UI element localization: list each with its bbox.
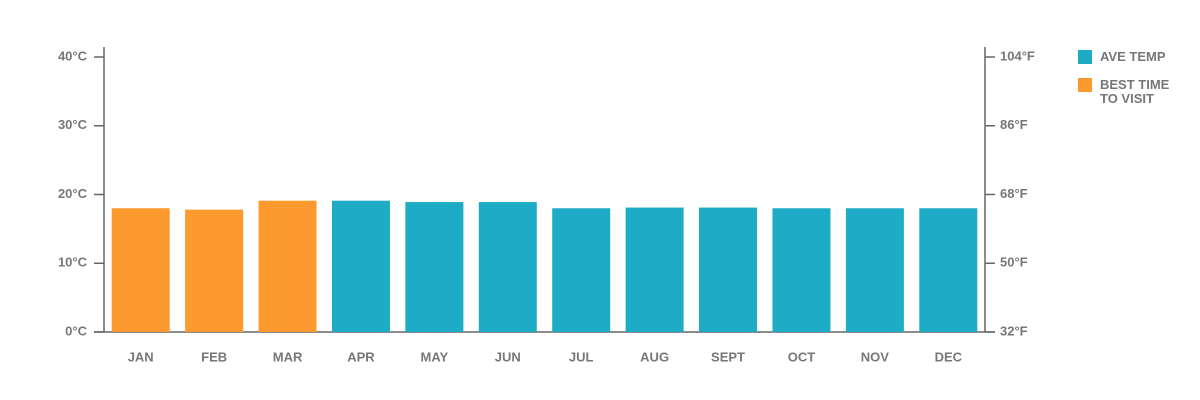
legend-item: AVE TEMP bbox=[1078, 50, 1180, 64]
legend-swatch bbox=[1078, 50, 1092, 64]
x-tick-label: MAR bbox=[273, 349, 303, 364]
x-tick-label: JUL bbox=[569, 349, 594, 364]
x-tick-label: APR bbox=[347, 349, 375, 364]
legend-item: BEST TIME TO VISIT bbox=[1078, 78, 1180, 106]
y-tick-label: 0°C bbox=[65, 323, 87, 338]
x-tick-label: MAY bbox=[421, 349, 449, 364]
x-tick-label: DEC bbox=[935, 349, 963, 364]
y-tick-label: 20°C bbox=[58, 186, 88, 201]
bar bbox=[919, 208, 978, 332]
bar bbox=[625, 207, 684, 332]
x-tick-label: SEPT bbox=[711, 349, 745, 364]
bar bbox=[111, 208, 170, 332]
bar bbox=[772, 208, 831, 332]
x-tick-label: JAN bbox=[128, 349, 154, 364]
bar bbox=[258, 200, 317, 332]
y-tick-label: 30°C bbox=[58, 117, 88, 132]
y2-tick-label: 104°F bbox=[1000, 48, 1035, 63]
y-tick-label: 10°C bbox=[58, 255, 88, 270]
y2-tick-label: 86°F bbox=[1000, 117, 1028, 132]
bar bbox=[552, 208, 611, 332]
bar bbox=[331, 200, 390, 332]
y2-tick-label: 50°F bbox=[1000, 255, 1028, 270]
bar bbox=[845, 208, 904, 332]
bar bbox=[405, 202, 464, 332]
bar bbox=[185, 209, 244, 332]
x-tick-label: FEB bbox=[201, 349, 227, 364]
legend-swatch bbox=[1078, 78, 1092, 92]
legend-label: BEST TIME TO VISIT bbox=[1100, 77, 1170, 106]
x-tick-label: AUG bbox=[640, 349, 669, 364]
bar bbox=[699, 207, 758, 332]
x-tick-label: OCT bbox=[788, 349, 816, 364]
x-tick-label: NOV bbox=[861, 349, 890, 364]
y2-tick-label: 68°F bbox=[1000, 186, 1028, 201]
bar bbox=[478, 202, 537, 332]
legend-label: AVE TEMP bbox=[1100, 49, 1166, 64]
y-tick-label: 40°C bbox=[58, 48, 88, 63]
y2-tick-label: 32°F bbox=[1000, 323, 1028, 338]
x-tick-label: JUN bbox=[495, 349, 521, 364]
